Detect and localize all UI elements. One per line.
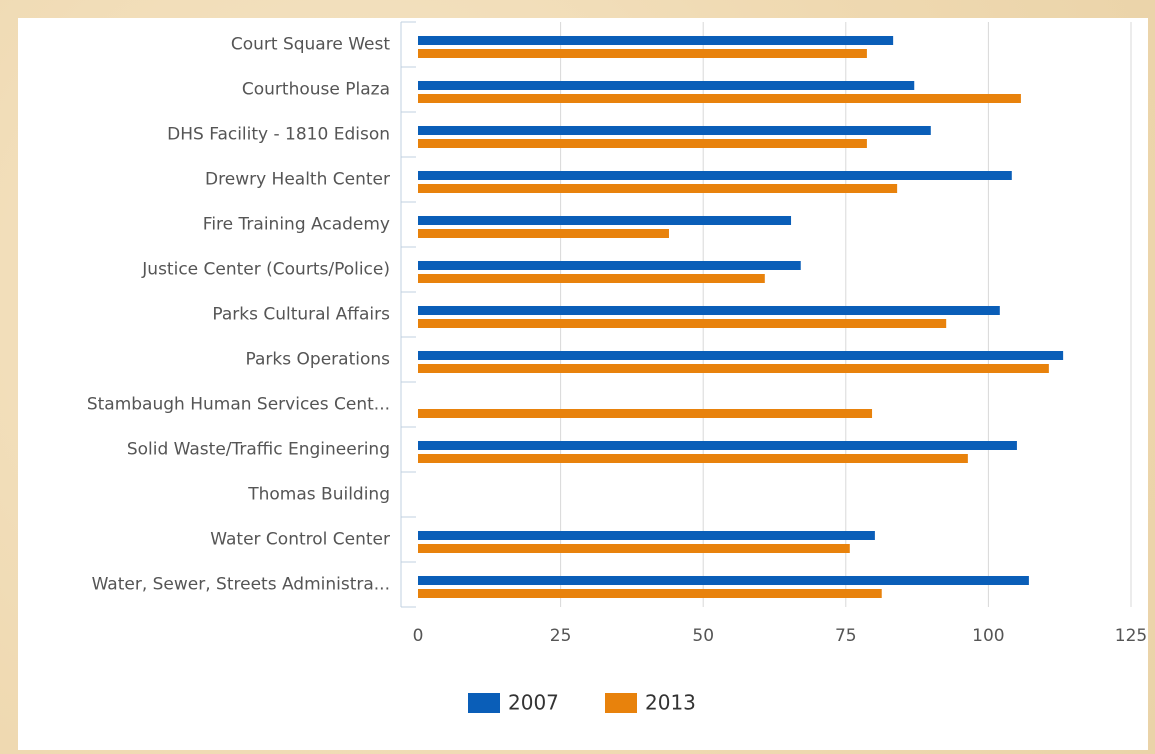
bar	[418, 319, 947, 328]
bar	[418, 36, 894, 45]
x-tick-label: 100	[972, 626, 1004, 646]
y-tick-label: Drewry Health Center	[205, 170, 390, 190]
y-tick-label: Fire Training Academy	[203, 215, 390, 235]
legend-label: 2013	[645, 691, 696, 715]
bar	[418, 589, 882, 598]
bar	[418, 261, 801, 270]
bar	[418, 94, 1021, 103]
y-tick-label: Justice Center (Courts/Police)	[141, 260, 390, 280]
bar	[418, 171, 1012, 180]
bar	[418, 229, 669, 238]
bar	[418, 351, 1064, 360]
y-tick-label: DHS Facility - 1810 Edison	[167, 125, 390, 145]
x-tick-label: 125	[1115, 626, 1147, 646]
y-tick-label: Parks Cultural Affairs	[212, 305, 390, 325]
y-tick-label: Water Control Center	[210, 530, 390, 550]
y-tick-label: Water, Sewer, Streets Administra...	[92, 575, 390, 595]
bar	[418, 364, 1049, 373]
legend-label: 2007	[508, 691, 559, 715]
y-tick-label: Parks Operations	[246, 350, 391, 370]
y-tick-label: Solid Waste/Traffic Engineering	[127, 440, 390, 460]
bar	[418, 216, 792, 225]
bar	[418, 576, 1029, 585]
bar	[418, 531, 875, 540]
y-tick-label: Stambaugh Human Services Cent...	[87, 395, 390, 415]
bar	[418, 49, 867, 58]
bar	[418, 306, 1000, 315]
bar	[418, 274, 765, 283]
x-tick-label: 25	[550, 626, 572, 646]
bar	[418, 126, 931, 135]
y-tick-label: Thomas Building	[247, 485, 390, 505]
bar	[418, 139, 867, 148]
y-tick-label: Courthouse Plaza	[242, 80, 390, 100]
x-tick-label: 0	[413, 626, 424, 646]
x-tick-label: 50	[692, 626, 714, 646]
bar	[418, 544, 850, 553]
bar	[418, 409, 873, 418]
bar	[418, 454, 968, 463]
x-tick-label: 75	[835, 626, 857, 646]
legend-swatch	[605, 693, 637, 713]
legend: 2007 2013	[468, 691, 696, 715]
y-tick-label: Court Square West	[231, 35, 390, 55]
bar	[418, 441, 1017, 450]
bar	[418, 184, 898, 193]
legend-swatch	[468, 693, 500, 713]
bar	[418, 81, 915, 90]
